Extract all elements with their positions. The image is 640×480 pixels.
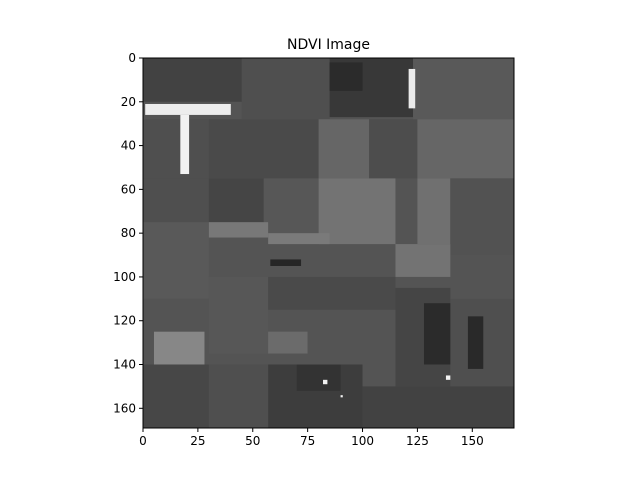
y-axis: 0 20 40 60 80 100 120 140 160 bbox=[113, 51, 143, 415]
heatmap-region bbox=[395, 244, 451, 277]
x-tick-label: 100 bbox=[351, 434, 374, 448]
x-tick-label: 75 bbox=[300, 434, 315, 448]
heatmap-region bbox=[143, 178, 209, 223]
x-axis: 0 25 50 75 100 125 150 bbox=[139, 428, 484, 448]
heatmap-region bbox=[296, 364, 341, 391]
x-tick-label: 50 bbox=[245, 434, 260, 448]
heatmap-region bbox=[208, 178, 264, 223]
heatmap-highlight bbox=[340, 395, 343, 398]
y-tick-label: 40 bbox=[121, 139, 136, 153]
x-tick-label: 150 bbox=[461, 434, 484, 448]
heatmap-region bbox=[362, 386, 514, 428]
heatmap-region bbox=[208, 119, 319, 179]
heatmap-region bbox=[329, 62, 363, 91]
heatmap-region bbox=[423, 303, 451, 365]
heatmap-region bbox=[369, 119, 418, 179]
heatmap-region bbox=[241, 58, 330, 120]
heatmap-region bbox=[143, 58, 242, 102]
y-tick-label: 120 bbox=[113, 314, 136, 328]
heatmap-region bbox=[263, 178, 319, 234]
heatmap-region bbox=[307, 320, 396, 365]
heatmap-region bbox=[208, 222, 269, 238]
heatmap-highlight bbox=[323, 379, 328, 385]
heatmap-region bbox=[208, 364, 269, 428]
x-tick-label: 125 bbox=[406, 434, 429, 448]
heatmap-region bbox=[153, 331, 205, 365]
heatmap-region bbox=[143, 298, 209, 332]
axes-frame bbox=[142, 57, 515, 429]
heatmap-region bbox=[413, 58, 514, 120]
chart-title: NDVI Image bbox=[287, 37, 370, 53]
heatmap-highlight bbox=[408, 68, 416, 109]
heatmap-region bbox=[143, 222, 209, 299]
y-tick-label: 20 bbox=[121, 95, 136, 109]
heatmap-region bbox=[318, 178, 396, 245]
heatmap-region bbox=[143, 364, 209, 428]
y-tick-label: 160 bbox=[113, 401, 136, 415]
heatmap-region bbox=[268, 331, 308, 354]
y-tick-label: 60 bbox=[121, 182, 136, 196]
heatmap-region bbox=[318, 119, 370, 179]
heatmap-region bbox=[268, 276, 396, 310]
plot-area bbox=[143, 58, 514, 428]
heatmap-highlight bbox=[445, 375, 451, 380]
y-tick-label: 80 bbox=[121, 226, 136, 240]
heatmap-region bbox=[268, 233, 330, 245]
heatmap-highlight bbox=[180, 114, 190, 175]
y-tick-label: 100 bbox=[113, 270, 136, 284]
y-tick-label: 0 bbox=[128, 51, 136, 65]
x-tick-label: 25 bbox=[190, 434, 205, 448]
heatmap-region bbox=[450, 178, 514, 256]
heatmap-highlight bbox=[270, 259, 302, 266]
heatmap-region bbox=[467, 316, 484, 369]
heatmap-highlight bbox=[145, 103, 231, 115]
x-tick-label: 0 bbox=[139, 434, 147, 448]
heatmap-region bbox=[417, 178, 451, 245]
heatmap-region bbox=[208, 276, 269, 354]
heatmap-region bbox=[143, 119, 209, 179]
heatmap-region bbox=[417, 119, 514, 179]
y-tick-label: 140 bbox=[113, 358, 136, 372]
